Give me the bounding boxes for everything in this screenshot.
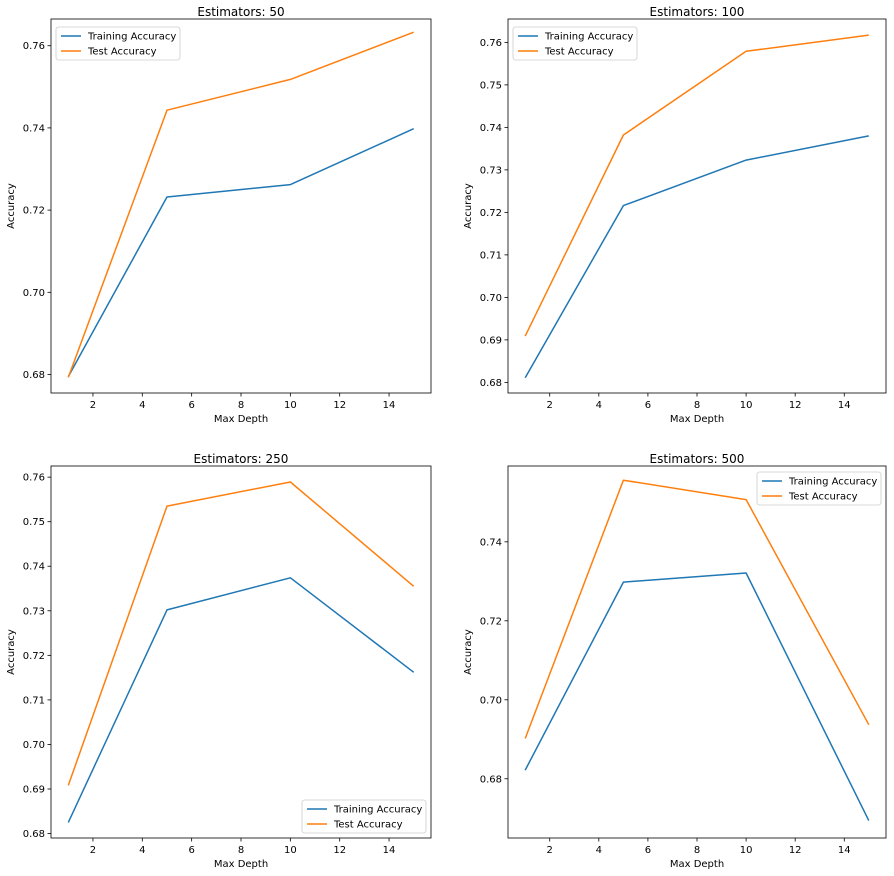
series-line-test [524,34,869,337]
y-tick-label: 0.76 [23,473,45,484]
legend-box [55,26,181,61]
legend-box [512,26,638,61]
y-tick-label: 0.73 [23,606,45,617]
y-tick-label: 0.74 [23,123,45,134]
y-tick-label: 0.75 [23,517,45,528]
legend: Training Accuracy Test Accuracy [301,799,427,834]
x-tick-label: 2 [90,400,96,411]
chart-title: Estimators: 100 [650,5,745,19]
subplot-4: 2 4 6 8 10 12 14 0.68 0.70 0.72 0.74 Estimators: 50… [463,452,887,870]
x-tick-label: 14 [383,400,396,411]
x-tick-label: 4 [139,845,145,856]
x-tick-label: 6 [645,845,651,856]
subplot-1: 2 4 6 8 10 12 14 0.68 0.70 0.72 0.74 0.76 Estimators… [6,5,432,425]
y-axis-label: Accuracy [6,629,17,675]
x-tick-label: 10 [284,845,297,856]
x-tick-label: 8 [694,400,700,411]
x-tick-label: 12 [789,400,802,411]
x-axis-label: Max Depth [214,414,268,425]
x-tick-label: 10 [740,845,753,856]
legend-label: Training Accuracy [87,32,176,43]
subplot-2: 2 4 6 8 10 12 14 0.68 0.69 0.70 0.71 0.72 0.73 0.74 0.… [463,5,887,425]
x-tick-label: 12 [789,845,802,856]
series-line-training [524,572,870,821]
y-tick-label: 0.74 [480,537,502,548]
axes-frame [507,18,887,394]
y-tick-label: 0.68 [480,378,502,389]
y-tick-label: 0.70 [480,695,502,706]
y-tick-label: 0.76 [480,38,502,49]
x-tick-label: 8 [694,845,700,856]
x-tick-label: 6 [188,400,194,411]
legend: Training Accuracy Test Accuracy [512,26,638,61]
y-tick-label: 0.68 [23,829,45,840]
y-tick-label: 0.73 [480,165,502,176]
y-axis-label: Accuracy [463,183,474,229]
y-tick-label: 0.74 [480,123,502,134]
x-tick-label: 2 [90,845,96,856]
chart-title: Estimators: 50 [197,5,284,19]
x-axis-label: Max Depth [214,859,268,870]
x-tick-label: 4 [139,400,145,411]
x-tick-label: 10 [284,400,297,411]
y-tick-label: 0.72 [23,651,45,662]
y-tick-label: 0.71 [23,695,45,706]
y-tick-label: 0.72 [480,616,502,627]
x-tick-label: 6 [645,400,651,411]
y-tick-label: 0.70 [23,740,45,751]
x-tick-label: 4 [596,400,602,411]
y-tick-label: 0.74 [23,562,45,573]
x-tick-label: 12 [333,845,346,856]
x-tick-label: 4 [596,845,602,856]
x-axis-label: Max Depth [670,414,724,425]
x-tick-label: 6 [188,845,194,856]
y-tick-label: 0.72 [23,206,45,217]
y-tick-label: 0.68 [23,370,45,381]
legend: Training Accuracy Test Accuracy [55,26,181,61]
series-line-test [524,479,870,739]
legend-label: Training Accuracy [544,32,633,43]
y-tick-label: 0.76 [23,41,45,52]
x-tick-label: 2 [547,400,553,411]
x-tick-label: 14 [838,400,851,411]
y-axis-label: Accuracy [6,183,17,229]
x-tick-label: 8 [238,845,244,856]
legend-box [756,471,882,506]
legend: Training Accuracy Test Accuracy [756,471,882,506]
x-tick-label: 14 [838,845,851,856]
y-tick-label: 0.75 [480,80,502,91]
y-tick-label: 0.69 [480,335,502,346]
legend-label: Test Accuracy [788,492,858,503]
y-tick-label: 0.70 [23,288,45,299]
y-tick-label: 0.70 [480,293,502,304]
x-tick-label: 12 [333,400,346,411]
series-line-test [67,31,414,378]
legend-label: Training Accuracy [333,805,422,816]
x-tick-label: 14 [383,845,396,856]
legend-label: Test Accuracy [87,47,157,58]
y-tick-label: 0.68 [480,774,502,785]
y-tick-label: 0.71 [480,250,502,261]
x-tick-label: 2 [547,845,553,856]
y-tick-label: 0.69 [23,784,45,795]
axes-frame [50,465,432,839]
series-line-training [67,577,415,823]
legend-label: Test Accuracy [333,820,403,831]
chart-title: Estimators: 250 [194,452,289,466]
x-axis-label: Max Depth [670,859,724,870]
y-axis-label: Accuracy [463,629,474,675]
x-tick-label: 10 [740,400,753,411]
series-line-training [524,135,869,379]
legend-box [301,799,427,834]
subplot-3: 2 4 6 8 10 12 14 0.68 0.69 0.70 0.71 0.72 0.73 0.74 0.… [6,452,432,870]
axes-frame [50,18,432,394]
legend-label: Training Accuracy [788,477,877,488]
series-line-test [67,481,415,786]
series-line-training [67,128,415,377]
y-tick-label: 0.72 [480,208,502,219]
chart-title: Estimators: 500 [650,452,745,466]
legend-label: Test Accuracy [544,47,614,58]
x-tick-label: 8 [238,400,244,411]
